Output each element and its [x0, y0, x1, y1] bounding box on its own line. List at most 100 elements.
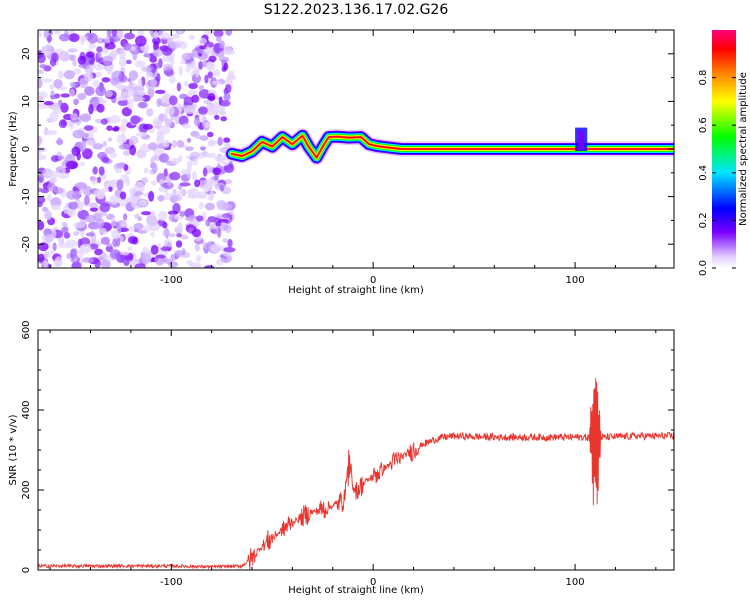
- noise-blob: [220, 99, 231, 107]
- noise-blob: [178, 41, 188, 50]
- noise-blob: [176, 233, 183, 238]
- noise-blob: [38, 242, 49, 252]
- noise-blob: [207, 61, 214, 70]
- noise-blob: [145, 71, 153, 79]
- noise-blob: [122, 150, 131, 156]
- noise-blob: [128, 187, 138, 195]
- noise-blob: [182, 123, 191, 129]
- noise-blob: [105, 245, 114, 253]
- noise-blob: [167, 210, 178, 215]
- noise-blob: [143, 224, 152, 232]
- noise-blob: [38, 174, 45, 184]
- noise-blob: [42, 260, 48, 268]
- noise-blob: [45, 130, 58, 136]
- noise-blob: [170, 114, 175, 122]
- noise-blob: [219, 184, 225, 192]
- noise-blob: [208, 93, 216, 102]
- noise-blob: [53, 187, 64, 195]
- noise-blob: [203, 99, 212, 104]
- noise-blob: [41, 50, 52, 55]
- noise-blob: [51, 52, 59, 63]
- noise-blob: [53, 79, 63, 89]
- noise-blob: [102, 55, 113, 66]
- noise-blob: [135, 35, 147, 47]
- noise-blob: [127, 236, 138, 244]
- noise-blob: [72, 59, 77, 67]
- noise-blob: [47, 193, 52, 202]
- noise-blob: [188, 34, 195, 40]
- noise-blob: [43, 30, 50, 39]
- noise-blob: [125, 176, 130, 187]
- noise-blob: [198, 106, 208, 115]
- noise-blob: [138, 199, 147, 207]
- noise-blob: [82, 188, 89, 195]
- noise-blob: [92, 143, 104, 150]
- noise-blob: [171, 140, 178, 149]
- noise-blob: [97, 52, 102, 59]
- noise-blob: [177, 184, 183, 190]
- noise-blob: [143, 167, 149, 174]
- colorbar-tick-label: 0.0: [698, 260, 709, 276]
- noise-blob: [197, 191, 208, 198]
- noise-blob: [223, 87, 229, 95]
- noise-blob: [161, 47, 173, 56]
- noise-blob: [162, 139, 170, 148]
- noise-blob: [89, 207, 99, 212]
- y-tick-label: 600: [21, 320, 32, 339]
- noise-blob: [180, 234, 189, 240]
- noise-blob: [156, 195, 166, 202]
- noise-blob: [43, 101, 54, 106]
- noise-blob: [196, 215, 204, 222]
- noise-blob: [57, 70, 64, 79]
- noise-blob: [125, 59, 132, 65]
- noise-blob: [57, 137, 62, 146]
- y-tick-label: -10: [21, 188, 32, 204]
- noise-blob: [150, 180, 157, 186]
- noise-blob: [186, 160, 194, 167]
- noise-blob: [181, 53, 191, 61]
- noise-blob: [169, 171, 181, 181]
- noise-blob: [225, 30, 233, 36]
- noise-blob: [74, 190, 81, 201]
- noise-blob: [83, 125, 94, 131]
- noise-blob: [78, 77, 88, 89]
- noise-blob: [142, 246, 149, 254]
- noise-blob: [38, 53, 46, 64]
- noise-blob: [109, 76, 121, 86]
- figure-title: S122.2023.136.17.02.G26: [264, 2, 449, 18]
- noise-blob: [194, 68, 200, 78]
- noise-blob: [116, 134, 128, 144]
- noise-blob: [163, 93, 170, 99]
- noise-blob: [164, 189, 169, 201]
- colorbar-tick-label: 0.4: [698, 165, 709, 181]
- noise-blob: [191, 94, 200, 103]
- noise-blob: [69, 121, 74, 130]
- noise-blob: [124, 32, 135, 40]
- noise-blob: [169, 95, 178, 106]
- noise-blob: [43, 78, 53, 83]
- noise-blob: [67, 48, 78, 53]
- noise-blob: [57, 172, 70, 179]
- noise-blob: [179, 210, 186, 217]
- noise-blob: [200, 146, 206, 151]
- noise-blob: [66, 208, 74, 216]
- noise-blob: [194, 47, 201, 52]
- noise-blob: [88, 43, 96, 50]
- noise-blob: [97, 190, 106, 200]
- noise-blob: [160, 246, 172, 251]
- noise-blob: [68, 33, 80, 42]
- noise-blob: [61, 226, 69, 234]
- noise-blob: [181, 248, 186, 256]
- colorbar-label: Normalized spectral amplitude: [738, 72, 749, 226]
- noise-blob: [47, 182, 56, 192]
- noise-blob: [130, 115, 141, 124]
- noise-blob: [120, 122, 127, 134]
- noise-blob: [48, 171, 59, 179]
- noise-blob: [183, 96, 194, 107]
- noise-blob: [213, 30, 224, 38]
- noise-blob: [73, 230, 80, 236]
- noise-blob: [218, 219, 229, 224]
- noise-blob: [107, 137, 113, 142]
- noise-blob: [223, 163, 235, 174]
